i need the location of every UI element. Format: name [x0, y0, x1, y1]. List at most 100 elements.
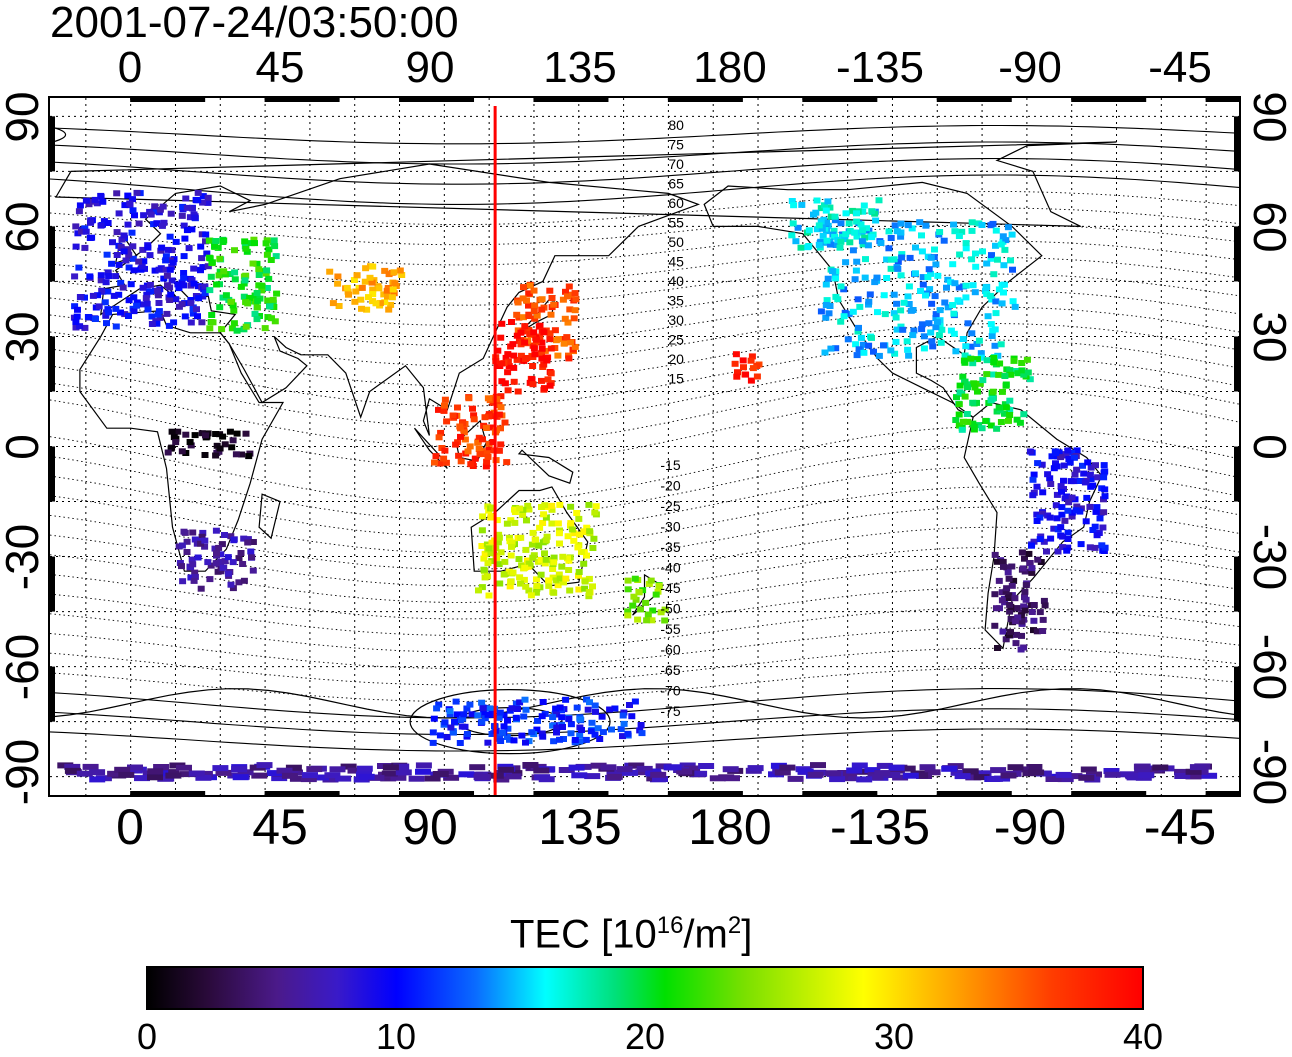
tec-cell — [950, 769, 967, 776]
colorbar-title-exponent: 16 — [656, 912, 684, 939]
tec-cell — [853, 218, 861, 225]
tec-cell — [521, 339, 529, 346]
tec-cell — [938, 326, 946, 333]
tec-cell — [575, 515, 583, 522]
tec-cell — [829, 776, 846, 783]
tec-cell — [204, 559, 212, 566]
tec-cell — [206, 237, 214, 244]
tec-cell — [1017, 612, 1025, 619]
tec-cell — [1120, 771, 1136, 778]
tec-cell — [493, 555, 501, 561]
tec-cell — [1026, 376, 1034, 383]
tec-cell — [181, 235, 189, 242]
tec-cell — [950, 221, 958, 228]
tec-cell — [598, 713, 606, 720]
tec-cell — [258, 287, 266, 294]
tec-cell — [580, 560, 588, 567]
tec-cell — [183, 549, 191, 555]
tec-cell — [176, 764, 192, 771]
maglat-contour — [50, 607, 1239, 653]
tec-cell — [550, 738, 558, 745]
tec-cell — [899, 765, 916, 772]
tec-cell — [158, 244, 166, 251]
tec-cell — [905, 301, 913, 307]
tec-cell — [920, 333, 928, 340]
tec-cell — [147, 211, 155, 218]
tec-cell — [122, 257, 130, 264]
tec-cell — [242, 323, 250, 330]
tec-cell — [131, 212, 138, 219]
tec-cell — [463, 705, 471, 712]
tec-cell — [231, 766, 248, 773]
tec-cell — [1000, 563, 1007, 570]
left-lat-label: 30 — [0, 311, 48, 363]
tec-cell — [125, 251, 133, 258]
tec-cell — [466, 443, 474, 450]
tec-cell — [244, 536, 252, 543]
tec-cell — [909, 332, 917, 339]
tec-cell — [204, 199, 212, 206]
south-pole-contour — [409, 689, 611, 755]
tec-cell — [837, 283, 845, 290]
tec-cell — [1040, 538, 1048, 545]
tec-cell — [233, 327, 241, 334]
tec-cell — [1057, 524, 1065, 531]
tec-cell — [947, 279, 955, 286]
tec-cell — [194, 313, 201, 320]
tec-cell — [1087, 464, 1095, 471]
tec-cell — [212, 431, 220, 437]
tec-cell — [860, 202, 868, 209]
tec-cell — [508, 705, 516, 712]
tec-cell — [649, 607, 657, 614]
tec-cell — [665, 764, 682, 771]
tec-cell — [698, 763, 715, 769]
tec-cell — [599, 729, 607, 736]
tec-cell — [606, 706, 614, 713]
tec-cell — [489, 439, 497, 445]
tec-cell — [986, 292, 994, 299]
tec-cell — [962, 294, 970, 301]
tec-cell — [484, 395, 492, 402]
tec-cell — [932, 324, 940, 331]
tec-cell — [124, 246, 132, 253]
tec-cell — [475, 446, 483, 452]
tec-cell — [628, 713, 636, 720]
tec-cell — [950, 330, 958, 337]
left-lat-label: -90 — [0, 738, 48, 806]
maglat-contour — [50, 224, 1239, 266]
tec-cell — [507, 552, 515, 559]
tec-cell — [495, 714, 503, 721]
tec-cell — [1034, 556, 1042, 563]
tec-cell — [564, 319, 572, 326]
tec-cell — [513, 311, 521, 318]
tec-cell — [188, 226, 196, 233]
contour-label: -40 — [660, 560, 680, 576]
tec-cell — [506, 583, 514, 590]
tec-cell — [232, 451, 240, 458]
tec-cell — [520, 576, 528, 583]
tec-cell — [119, 284, 127, 291]
tec-cell — [884, 772, 901, 778]
tec-cell — [875, 197, 883, 204]
tec-cell — [182, 431, 190, 438]
tec-cell — [164, 246, 172, 253]
tec-cell — [855, 324, 862, 331]
tec-cell — [198, 319, 206, 326]
tec-cell — [322, 776, 339, 783]
tec-cell — [987, 255, 995, 262]
tec-cell — [189, 529, 197, 536]
tec-cell — [1030, 471, 1038, 478]
tec-cell — [72, 243, 80, 250]
tec-cell — [478, 584, 486, 591]
tec-cell — [998, 597, 1006, 604]
tec-cell — [571, 290, 579, 297]
tec-cell — [227, 298, 235, 305]
tec-cell — [189, 561, 197, 568]
tick-bar-top — [936, 98, 1012, 102]
tec-cell — [517, 534, 525, 541]
tec-cell — [369, 291, 377, 298]
tec-cell — [494, 539, 502, 546]
tec-cell — [733, 373, 741, 380]
tec-cell — [230, 320, 238, 327]
tec-cell — [1100, 462, 1108, 469]
